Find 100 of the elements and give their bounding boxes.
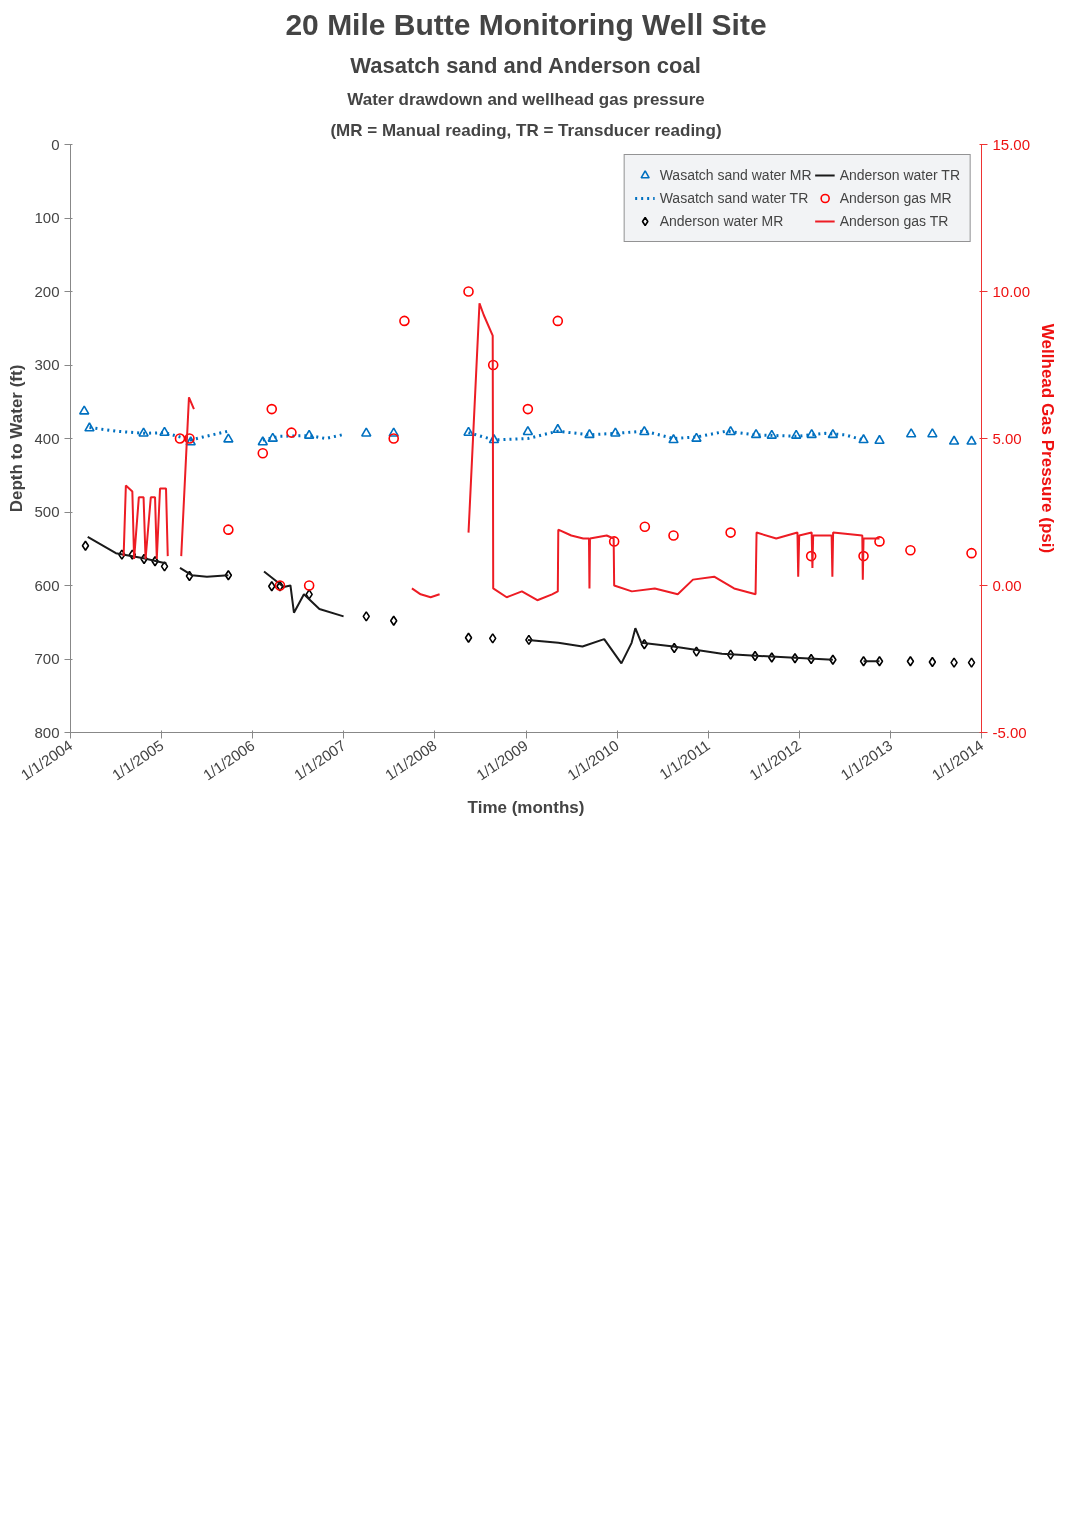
point [875,655,884,667]
y-tick-label: 300 [34,356,60,373]
point [766,429,778,439]
point [223,524,234,535]
y-tick-label: 200 [34,282,60,300]
point [303,429,315,439]
point [362,611,371,622]
point [928,656,937,668]
legend-label: Anderson gas TR [839,213,949,229]
point [303,580,315,591]
y-tick-label: 500 [34,503,60,520]
point [463,426,474,437]
y-tick-label: 800 [34,723,60,741]
point [128,549,137,560]
text: Water drawdown and wellhead gas pressure [347,89,705,109]
y-tick-label: 600 [34,576,60,594]
point [78,405,90,415]
point [906,655,915,667]
y2-tick-label: 5.00 [992,429,1022,447]
y-axis-title: Depth to Water (ft) [7,364,27,513]
point [966,435,977,445]
point [608,536,620,547]
point [257,436,269,446]
y-tick-label: 700 [34,650,60,667]
point [388,433,399,444]
point [874,536,885,547]
point [750,428,762,439]
point [118,549,126,560]
point [610,427,621,437]
point [305,589,313,600]
point [905,428,917,438]
point [487,359,499,371]
point [552,315,564,327]
y2-tick-label: -5.00 [992,723,1027,741]
point [286,427,297,438]
chart-subtitle: Wasatch sand and Anderson coal [350,52,701,78]
text: (MR = Manual reading, TR = Transducer reading) [330,120,722,140]
y2-tick-label: 15.00 [992,135,1031,153]
legend-label: Anderson gas MR [839,190,952,206]
y2-tick-label: 0.00 [992,576,1022,594]
point [725,527,736,538]
y2-tick-label: 10.00 [992,282,1031,300]
point [488,433,500,444]
chart-title: 20 Mile Butte Monitoring Well Site [285,7,767,41]
point [725,425,736,436]
point [360,427,372,437]
point [174,433,186,444]
point [584,428,595,439]
point [806,428,817,439]
point [224,569,233,581]
point [160,561,169,572]
point [185,570,194,582]
point [927,428,938,438]
legend-label: Wasatch sand water TR [659,190,809,206]
point [668,530,679,541]
point [874,434,885,445]
point [692,646,701,657]
point [948,435,960,445]
point [522,425,534,436]
point [859,655,868,667]
point [950,657,958,668]
y-tick-label: 400 [34,429,60,447]
point [223,433,234,443]
legend-label: Anderson water MR [659,213,784,229]
x-axis-title: Time (months) [467,798,585,818]
point [805,550,817,562]
point [267,432,279,442]
point [488,633,497,644]
point [670,642,679,654]
point [691,432,702,442]
point [639,521,651,532]
point [84,422,95,432]
point [639,425,650,436]
y-tick-label: 0 [51,135,60,153]
point [138,427,149,437]
y-tick-label: 100 [34,209,60,226]
point [552,423,564,434]
point [905,544,916,556]
point [858,433,869,444]
point [159,426,170,437]
legend-label: Anderson water TR [839,167,960,183]
point [790,429,802,439]
point [257,447,269,459]
point [827,428,839,439]
y2-axis-title: Wellhead Gas Pressure (psi) [1038,323,1058,554]
point [389,615,398,627]
point [399,315,410,327]
point [522,403,534,415]
point [81,540,90,552]
point [464,632,473,643]
point [858,550,869,562]
point [640,639,649,650]
point [668,433,679,444]
point [966,547,977,559]
point [266,403,278,415]
point [967,657,976,668]
point [267,580,276,592]
point [726,649,735,660]
legend-label: Wasatch sand water MR [659,167,812,183]
point [463,286,474,297]
